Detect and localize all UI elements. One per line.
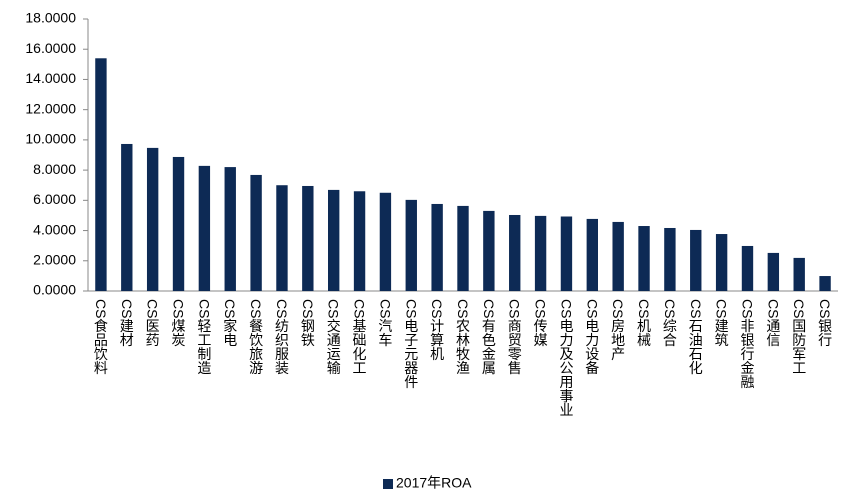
x-tick-label: CS餐饮旅游 <box>248 299 264 376</box>
legend-swatch <box>383 479 393 489</box>
x-tick-label: CS汽车 <box>377 299 393 347</box>
x-tick-label: CS煤炭 <box>171 299 187 347</box>
bar <box>302 185 314 291</box>
x-tick-label: CS电力及公用事业 <box>558 299 574 417</box>
x-tick-label: CS纺织服装 <box>274 299 290 375</box>
x-tick-label: CS建筑 <box>714 299 730 348</box>
bar <box>224 167 236 291</box>
y-tick-label: 12.0000 <box>25 100 76 116</box>
bar <box>534 215 547 291</box>
x-tick-label: CS综合 <box>662 299 678 347</box>
bar <box>638 226 650 291</box>
y-tick-label: 4.0000 <box>33 221 76 237</box>
bar <box>405 199 417 291</box>
bar <box>819 276 831 291</box>
bar <box>690 229 702 291</box>
x-tick-label: CS有色金属 <box>481 299 497 375</box>
bar <box>560 216 573 291</box>
x-tick-label: CS交通运输 <box>326 299 342 375</box>
bar <box>198 165 211 291</box>
y-tick-label: 16.0000 <box>25 40 76 56</box>
bar <box>793 257 805 291</box>
y-tick-label: 10.0000 <box>25 131 76 147</box>
bar <box>121 143 133 291</box>
x-tick-label: CS农林牧渔 <box>455 299 471 375</box>
y-tick-label: 0.0000 <box>33 282 76 298</box>
x-tick-label: CS机械 <box>636 299 652 347</box>
bar <box>276 185 288 291</box>
bar <box>509 214 521 291</box>
x-tick-label: CS食品饮料 <box>93 299 109 375</box>
x-tick-label: CS商贸零售 <box>507 299 523 375</box>
bar <box>95 58 107 292</box>
bar <box>172 156 185 291</box>
bar <box>353 191 366 291</box>
x-tick-label: CS石油石化 <box>688 299 704 376</box>
bar <box>612 221 624 291</box>
bar <box>715 234 728 291</box>
bar <box>741 245 754 291</box>
bar <box>379 192 392 291</box>
y-tick-label: 18.0000 <box>25 10 76 26</box>
x-tick-label: CS银行 <box>817 299 833 348</box>
x-tick-label: CS轻工制造 <box>196 299 212 376</box>
x-tick-label: CS电子元器件 <box>403 299 419 389</box>
y-tick-label: 2.0000 <box>33 251 76 267</box>
y-tick-label: 8.0000 <box>33 161 76 177</box>
x-tick-label: CS通信 <box>765 299 781 347</box>
bar <box>328 189 340 291</box>
x-tick-label: CS房地产 <box>610 299 626 362</box>
bar <box>457 205 469 291</box>
x-tick-label: CS非银行金融 <box>739 299 755 389</box>
bar <box>146 147 159 291</box>
bar <box>250 174 262 291</box>
y-tick-label: 6.0000 <box>33 191 76 207</box>
x-tick-label: CS基础化工 <box>352 299 368 374</box>
x-tick-label: CS医药 <box>145 299 161 347</box>
x-tick-label: CS电力设备 <box>584 299 600 375</box>
bar <box>664 227 676 291</box>
x-tick-label: CS建材 <box>119 299 135 347</box>
legend-label: 2017年ROA <box>396 475 472 491</box>
bar <box>431 203 443 291</box>
x-tick-label: CS钢铁 <box>300 299 316 347</box>
bar <box>767 252 780 291</box>
bar <box>586 218 598 291</box>
bar <box>483 210 495 291</box>
x-tick-label: CS传媒 <box>533 299 549 347</box>
y-tick-label: 14.0000 <box>25 70 76 86</box>
x-tick-label: CS国防军工 <box>791 299 807 374</box>
x-tick-label: CS家电 <box>222 299 238 347</box>
x-tick-label: CS计算机 <box>429 299 445 362</box>
